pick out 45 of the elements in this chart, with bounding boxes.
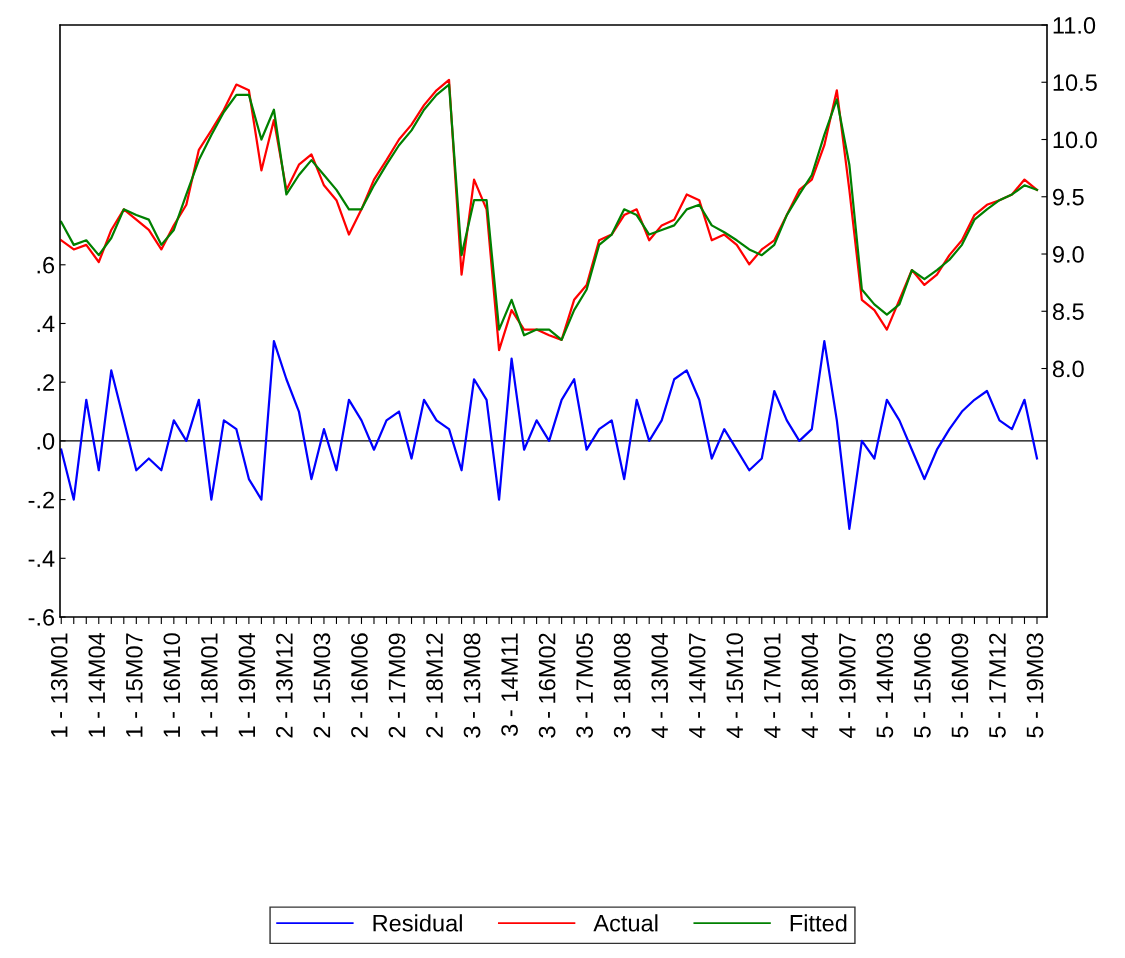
legend-label: Actual	[593, 914, 658, 932]
y2-tick-label: 8.0	[1052, 360, 1084, 378]
y-tick-label: .4	[37, 315, 55, 333]
x-tick-label: 3 - 13M08	[463, 633, 481, 738]
x-tick-label: 4 - 18M04	[801, 632, 819, 739]
x-tick-label: 4 - 19M07	[838, 633, 856, 739]
x-tick-label: 3 - 17M05	[576, 633, 593, 738]
y2-tick-label: 11.0	[1053, 17, 1096, 34]
x-tick-label: 2 - 18M12	[426, 633, 443, 738]
y-tick-label: .6	[37, 256, 55, 274]
x-tick-label: 1 - 15M07	[125, 633, 143, 737]
line-series	[60, 340, 1039, 531]
y2-tick-label: 9.0	[1052, 246, 1084, 263]
x-tick-label: 5 - 17M12	[989, 633, 1006, 738]
y2-tick-label: 9.5	[1052, 188, 1084, 206]
x-tick-label: 2 - 16M06	[351, 633, 368, 738]
x-tick-label: 2 - 15M03	[313, 633, 331, 738]
x-tick-label: 4 - 13M04	[651, 632, 669, 739]
x-tick-label: 2 - 17M09	[388, 633, 406, 738]
x-tick-label: 4 - 15M10	[726, 633, 744, 739]
y2-tick-label: 8.5	[1052, 303, 1084, 321]
legend-label: Fitted	[790, 914, 847, 932]
x-tick-label: 5 - 15M06	[914, 633, 931, 738]
y-tick-label: .0	[37, 432, 55, 450]
x-tick-label: 4 - 17M01	[763, 633, 781, 739]
x-tick-label: 2 - 13M12	[276, 633, 293, 738]
y-tick-label: .2	[37, 374, 54, 391]
x-tick-label: 1 - 18M01	[200, 633, 218, 737]
x-tick-label: 1 - 13M01	[50, 633, 68, 737]
y-tick-label: -.4	[28, 550, 55, 567]
x-tick-label: 1 - 14M04	[88, 632, 106, 737]
y2-tick-label: 10.5	[1053, 74, 1097, 92]
x-tick-label: 5 - 19M03	[1026, 633, 1044, 738]
y-tick-label: -.2	[28, 491, 54, 509]
x-tick-label: 5 - 14M03	[876, 633, 894, 738]
x-tick-label: 3 - 16M02	[538, 633, 556, 738]
x-tick-label: 3 - 14M11	[501, 633, 518, 736]
y2-tick-label: 10.0	[1053, 131, 1097, 149]
legend-label: Residual	[373, 914, 462, 932]
y-tick-label: -.6	[28, 609, 55, 626]
x-tick-label: 5 - 16M09	[951, 633, 969, 738]
x-tick-label: 4 - 14M07	[688, 633, 706, 739]
x-tick-label: 3 - 18M08	[613, 633, 631, 738]
x-tick-label: 1 - 19M04	[238, 632, 256, 737]
x-tick-label: 1 - 16M10	[163, 633, 181, 737]
